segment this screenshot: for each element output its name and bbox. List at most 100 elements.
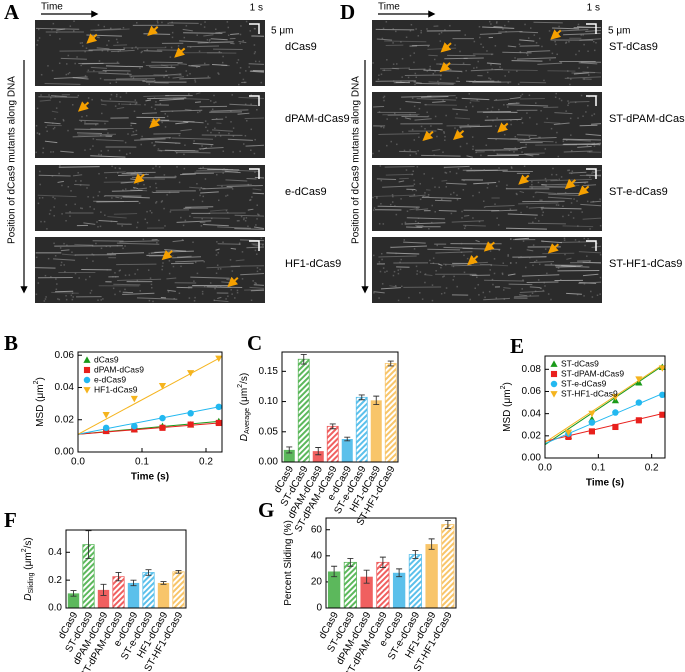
kymograph-trace <box>171 137 214 140</box>
kymograph-noise <box>81 42 84 44</box>
kymograph-noise <box>50 276 52 278</box>
kymograph-trace <box>554 112 573 115</box>
kymograph-noise <box>417 150 419 152</box>
kymograph-noise <box>74 272 77 275</box>
kymograph-trace <box>479 263 508 267</box>
kymograph-noise <box>100 211 102 213</box>
kymograph-trace <box>113 44 128 46</box>
kymograph-noise <box>202 195 204 198</box>
kymograph-noise <box>495 138 497 141</box>
kymograph-noise <box>167 290 170 293</box>
legend-marker <box>83 387 91 394</box>
kymograph-noise <box>72 30 75 32</box>
kymograph-noise <box>529 116 531 119</box>
kymograph-noise <box>554 96 557 99</box>
kymograph-trace <box>83 222 96 225</box>
kymograph-noise <box>107 149 109 152</box>
kymograph-trace <box>116 242 160 245</box>
kymograph-noise <box>515 262 518 264</box>
kymograph-noise <box>254 51 257 53</box>
kymograph-trace <box>189 186 206 190</box>
kymograph-noise <box>383 69 386 72</box>
scale-bar <box>586 95 597 106</box>
kymograph-trace <box>579 38 602 41</box>
kymograph-noise <box>520 256 522 258</box>
kymograph-noise <box>484 296 486 299</box>
kymograph-noise <box>378 261 381 263</box>
kymograph-noise <box>216 173 218 176</box>
kymograph-noise <box>572 217 575 219</box>
kymograph-noise <box>44 298 47 300</box>
kymograph-noise <box>204 21 206 23</box>
kymograph-noise <box>437 83 440 85</box>
space-scale-label: 5 μm <box>271 26 293 37</box>
kymograph-noise <box>414 72 417 75</box>
kymograph-noise <box>589 228 591 230</box>
kymograph-noise <box>132 130 135 133</box>
kymograph-noise <box>396 143 398 146</box>
kymograph-trace <box>380 287 401 290</box>
kymograph-noise <box>188 297 191 299</box>
kymograph-trace <box>380 67 409 70</box>
kymograph-noise <box>507 255 509 257</box>
kymograph-noise <box>132 77 135 79</box>
kymograph-noise <box>444 29 446 31</box>
time-label: Time <box>378 2 400 13</box>
kymograph-noise <box>542 211 544 214</box>
kymograph-noise <box>443 275 445 277</box>
error-bar <box>347 557 354 567</box>
kymograph-noise <box>50 97 52 99</box>
kymograph-noise <box>416 273 418 275</box>
kymograph-noise <box>254 60 257 63</box>
kymograph-noise <box>121 225 123 227</box>
kymograph-trace <box>454 117 471 120</box>
kymograph-noise <box>550 263 553 265</box>
kymograph-noise <box>420 29 422 32</box>
kymograph-noise <box>45 296 47 298</box>
kymograph-noise <box>243 143 245 145</box>
kymograph-trace <box>415 82 454 85</box>
kymograph-noise <box>96 36 99 38</box>
kymograph-noise <box>65 73 68 76</box>
kymograph-trace <box>590 200 602 203</box>
kymograph-noise <box>172 265 175 268</box>
kymograph-noise <box>161 21 163 24</box>
kymograph-noise <box>438 186 440 189</box>
kymograph-noise <box>171 110 174 113</box>
kymograph-noise <box>426 111 428 114</box>
kymograph-noise <box>507 20 510 23</box>
kymograph-noise <box>142 61 145 63</box>
kymograph-noise <box>189 72 191 75</box>
data-point <box>659 391 666 399</box>
kymograph-noise <box>253 152 256 155</box>
kymograph-trace <box>582 261 602 264</box>
kymograph-noise <box>473 67 475 69</box>
kymograph-noise <box>444 139 446 141</box>
kymograph-trace <box>237 112 250 115</box>
kymograph-noise <box>134 273 136 275</box>
error-bar <box>358 394 365 401</box>
kymograph-noise <box>392 274 395 277</box>
kymograph-noise <box>599 253 602 256</box>
kymograph-trace <box>121 172 143 175</box>
kymograph-noise <box>498 180 500 183</box>
kymograph-noise <box>555 92 557 95</box>
kymograph-noise <box>415 76 418 78</box>
kymograph-noise <box>558 178 561 181</box>
kymograph-noise <box>462 62 465 64</box>
kymograph-noise <box>229 259 232 261</box>
kymograph-noise <box>163 207 165 210</box>
kymograph-noise <box>106 44 108 46</box>
kymograph-noise <box>87 97 90 99</box>
kymograph-noise <box>53 126 56 129</box>
kymograph-noise <box>135 102 138 104</box>
bar <box>425 544 438 608</box>
kymograph-noise <box>72 296 74 298</box>
kymograph-noise <box>169 56 172 58</box>
kymograph-noise <box>461 70 463 73</box>
kymograph-noise <box>416 270 419 272</box>
kymograph-image <box>372 165 602 231</box>
arrow-indicator <box>564 178 577 190</box>
kymograph-trace <box>541 183 547 186</box>
kymograph-noise <box>218 32 220 34</box>
